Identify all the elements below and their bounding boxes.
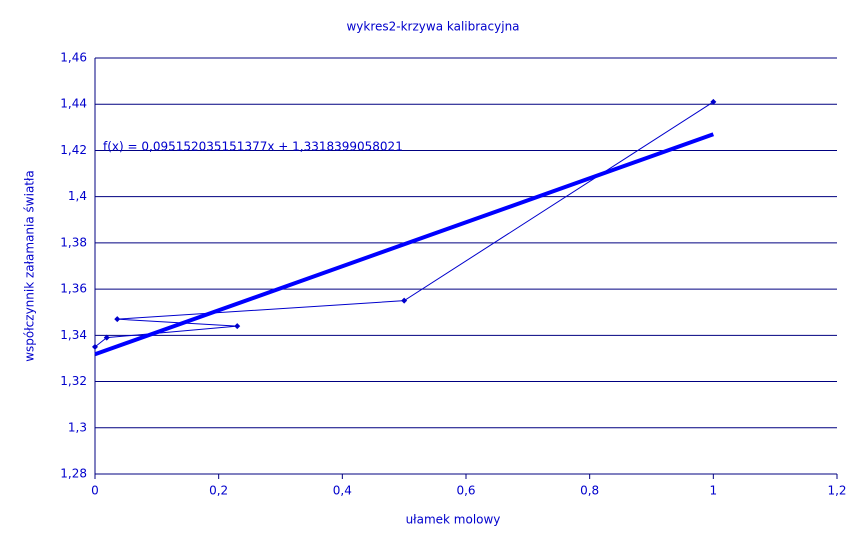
x-tick-label: 0,8 [580, 484, 599, 498]
x-tick-label: 0,6 [456, 484, 475, 498]
y-tick-label: 1,44 [60, 97, 87, 111]
x-tick-label: 0,4 [333, 484, 352, 498]
data-point [92, 343, 98, 350]
trendline [94, 132, 715, 357]
y-axis-label: współczynnik załamania światła [23, 170, 37, 362]
y-tick-label: 1,3 [68, 420, 87, 434]
x-axis-label: ułamek molowy [406, 513, 501, 527]
data-point [401, 297, 408, 304]
chart-title: wykres2-krzywa kalibracyjna [346, 20, 519, 34]
data-point [710, 98, 717, 105]
x-tick-label: 0 [91, 484, 99, 498]
data-point [103, 334, 110, 341]
x-tick-label: 1 [710, 484, 718, 498]
data-line [94, 101, 714, 348]
y-tick-label: 1,42 [60, 143, 87, 157]
data-point [234, 323, 241, 330]
y-tick-label: 1,34 [60, 328, 87, 342]
x-tick-label: 0,2 [209, 484, 228, 498]
y-tick-label: 1,36 [60, 282, 87, 296]
x-tick-label: 1,2 [827, 484, 846, 498]
annotation: f(x) = 0,095152035151377x + 1,3318399058… [103, 140, 403, 154]
y-tick-label: 1,28 [60, 467, 87, 481]
y-tick-label: 1,38 [60, 235, 87, 249]
y-tick-label: 1,4 [68, 189, 87, 203]
y-tick-label: 1,32 [60, 374, 87, 388]
y-tick-label: 1,46 [60, 51, 87, 65]
data-point [114, 316, 121, 323]
